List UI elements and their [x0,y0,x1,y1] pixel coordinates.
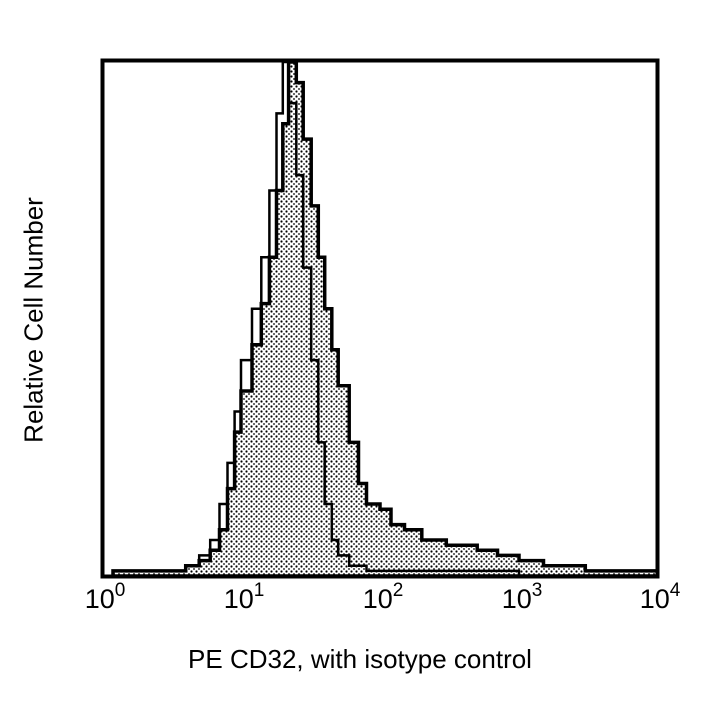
x-tick-0: 100 [84,580,126,614]
plot-frame [100,58,660,579]
isotype-control-histogram [111,61,657,576]
x-tick-4: 104 [639,580,681,614]
x-tick-1: 101 [223,580,265,614]
x-tick-3: 103 [501,580,543,614]
x-axis-label: PE CD32, with isotype control [188,644,532,674]
y-axis-label: Relative Cell Number [18,197,49,443]
x-tick-2: 102 [362,580,404,614]
cd32-histogram [111,61,657,576]
